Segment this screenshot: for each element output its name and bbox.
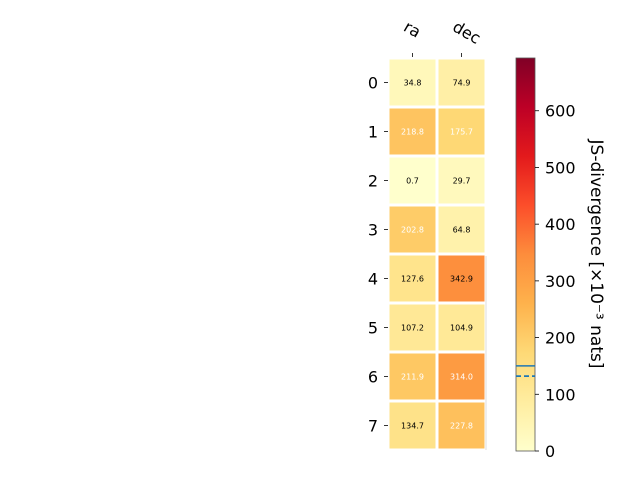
heatmap-cell	[438, 402, 485, 449]
heatmap-cell	[438, 353, 485, 400]
cell-value-label: 0.7	[406, 177, 419, 186]
row-label: 5	[368, 319, 378, 338]
cell-value-label: 107.2	[401, 324, 424, 333]
cell-value-label: 314.0	[450, 373, 473, 382]
heatmap-cell	[438, 108, 485, 155]
heatmap-cell	[389, 108, 436, 155]
colorbar-label: JS-divergence [×10⁻³ nats]	[586, 139, 606, 369]
cell-value-label: 218.8	[401, 128, 424, 137]
row-label: 4	[368, 270, 378, 289]
colorbar	[515, 57, 536, 452]
colorbar-tick-label: 100	[545, 385, 576, 404]
heatmap-grid: 34.8 74.9 218.8 175.7 0.7 29.7 202.8 64.8 127.6 3…	[389, 59, 487, 450]
colorbar-tick-label: 300	[545, 272, 576, 291]
cell-value-label: 227.8	[450, 422, 473, 431]
heatmap-cell	[389, 59, 436, 106]
cell-value-label: 29.7	[453, 177, 471, 186]
cell-value-label: 175.7	[450, 128, 473, 137]
colorbar-tick-label: 400	[545, 215, 576, 234]
cell-value-label: 64.8	[453, 226, 471, 235]
row-label: 3	[368, 221, 378, 240]
cell-value-label: 34.8	[404, 79, 422, 88]
heatmap-cell	[438, 59, 485, 106]
colorbar-gradient	[515, 57, 536, 452]
heatmap-cell	[438, 206, 485, 253]
heatmap-cell	[389, 353, 436, 400]
cell-value-label: 342.9	[450, 275, 473, 284]
heatmap-cell	[438, 304, 485, 351]
row-label: 0	[368, 74, 378, 93]
cell-value-label: 127.6	[401, 275, 424, 284]
cell-value-label: 202.8	[401, 226, 424, 235]
row-label: 2	[368, 172, 378, 191]
row-label: 7	[368, 417, 378, 436]
colorbar-tick-label: 0	[545, 442, 555, 461]
column-label: ra	[401, 17, 425, 42]
colorbar-tick-label: 200	[545, 329, 576, 348]
cell-value-label: 211.9	[401, 373, 424, 382]
column-tick-labels: ra dec	[401, 17, 484, 57]
heatmap-cell	[389, 402, 436, 449]
row-label: 1	[368, 123, 378, 142]
heatmap-cell	[389, 255, 436, 302]
heatmap-cell	[389, 304, 436, 351]
column-label: dec	[450, 17, 484, 48]
heatmap-cell	[438, 157, 485, 204]
cell-value-label: 74.9	[453, 79, 471, 88]
colorbar-tick-label: 600	[545, 102, 576, 121]
heatmap-cell	[389, 206, 436, 253]
heatmap-cell	[389, 157, 436, 204]
colorbar-tick-label: 500	[545, 158, 576, 177]
row-tick-labels: 0 1 2 3 4 5 6 7	[368, 74, 388, 436]
cell-value-label: 134.7	[401, 422, 424, 431]
row-label: 6	[368, 368, 378, 387]
colorbar-ticks: 0 100 200 300 400 500 600	[516, 102, 576, 461]
cell-value-label: 104.9	[450, 324, 473, 333]
heatmap-cell	[438, 255, 485, 302]
